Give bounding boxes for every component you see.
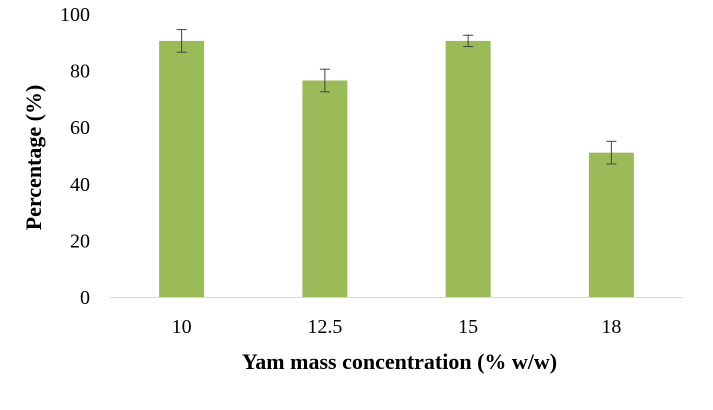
bars-layer [159, 40, 634, 297]
error-bars-layer [176, 29, 617, 165]
bar-10 [159, 40, 205, 297]
error-bar-10 [176, 29, 187, 53]
bar-12.5 [302, 80, 348, 297]
error-bar-15 [463, 34, 474, 48]
x-tick-label: 10 [172, 316, 192, 338]
y-tick-label: 20 [70, 230, 90, 252]
y-axis-title: Percentage (%) [21, 85, 46, 231]
y-tick-labels: 0 20 40 60 80 100 [60, 4, 90, 309]
y-tick-label: 40 [70, 174, 90, 196]
bar-18 [588, 152, 634, 297]
y-tick-label: 0 [80, 287, 90, 309]
y-tick-label: 80 [70, 61, 90, 83]
error-bar-12.5 [319, 68, 330, 93]
x-tick-labels: 10 12.5 15 18 [172, 316, 622, 338]
bar-15 [445, 40, 491, 297]
y-tick-label: 60 [70, 117, 90, 139]
x-tick-label: 18 [601, 316, 621, 338]
error-bar-18 [606, 140, 617, 165]
x-tick-label: 15 [458, 316, 478, 338]
x-tick-label: 12.5 [307, 316, 342, 338]
x-axis-title: Yam mass concentration (% w/w) [242, 349, 557, 374]
y-tick-label: 100 [60, 4, 90, 26]
